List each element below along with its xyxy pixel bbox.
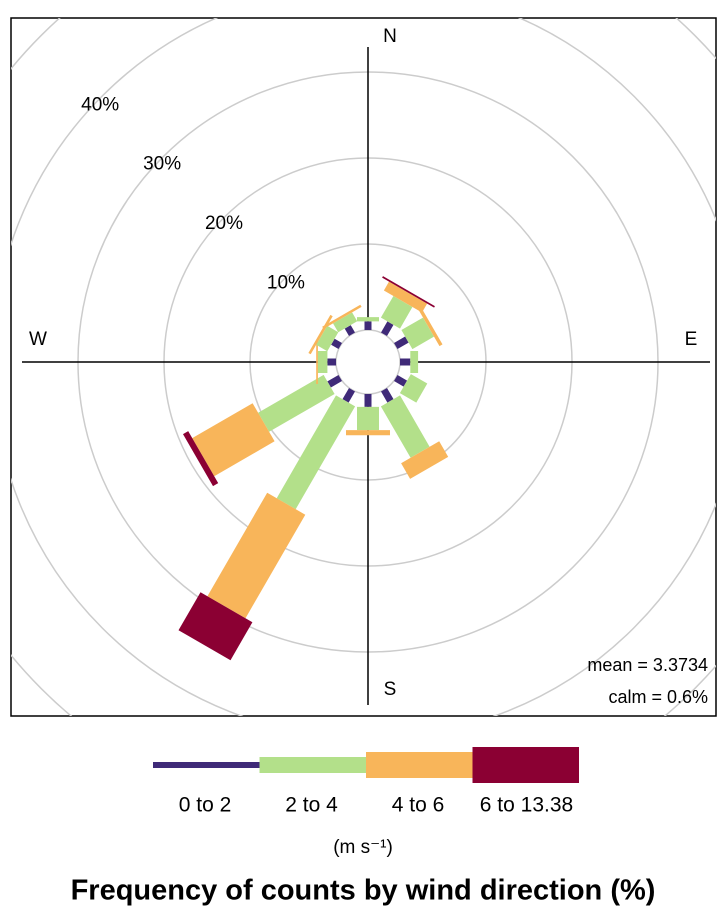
petal-segment [394,375,408,387]
petal-segment [183,431,219,487]
unit-label: (m s⁻¹) [333,837,393,858]
petal-segment [207,492,306,619]
petal-segment [381,388,394,403]
petal-segment [380,296,413,329]
petal-segment [316,340,318,384]
petal-segment [317,351,328,373]
petal-segment [327,375,342,388]
legend-swatch [259,757,366,773]
chart-title: Frequency of counts by wind direction (%… [71,875,656,907]
petal-segment [346,430,390,436]
petal-segment [364,321,372,330]
petal-segment [192,403,275,477]
compass-label: W [29,329,47,350]
legend-label: 6 to 13.38 [480,794,573,817]
petal-segment [399,374,428,403]
petal-segment [401,317,434,350]
plot-area [11,18,716,716]
petal-segment [344,325,355,336]
legend-swatch [366,752,473,778]
legend-swatch [153,762,260,768]
compass-label: E [685,329,698,350]
legend-label: 4 to 6 [392,794,445,817]
petal-segment [380,395,430,458]
compass-label: N [383,26,397,47]
petal-segment [357,406,379,431]
petal-segment [258,374,335,432]
petal-segment [304,308,335,360]
petal-segment [410,351,419,373]
petal-segment [364,394,372,407]
petal-segment [403,452,456,483]
plot-frame [10,17,717,717]
petal-segment [327,358,336,366]
petal-segment [178,592,253,661]
petal-segment [383,281,428,313]
legend-label: 2 to 4 [285,794,338,817]
petal-segment [276,395,356,510]
petal-segment [357,317,379,322]
petal-segment [417,306,443,347]
ring-label: 30% [143,154,181,175]
calm-label: calm = 0.6% [608,687,708,707]
legend-swatch [472,747,579,783]
petal-segment [382,276,435,308]
mean-label: mean = 3.3734 [587,655,708,675]
petal-segment [342,388,355,403]
petal-segment [401,441,449,479]
petal-segment [381,321,394,336]
petal-segment [316,325,339,352]
petal-segment [322,304,362,329]
calm-circle [335,329,401,395]
compass-label: S [384,679,397,700]
petal-segment [394,336,409,349]
petal-segment [331,338,342,349]
ring-label: 20% [205,213,243,234]
legend-label: 0 to 2 [179,794,232,817]
ring-label: 40% [81,94,119,115]
ring-label: 10% [267,272,305,293]
petal-segment [416,299,447,352]
petal-segment [333,312,358,333]
petal-segment [400,358,411,366]
